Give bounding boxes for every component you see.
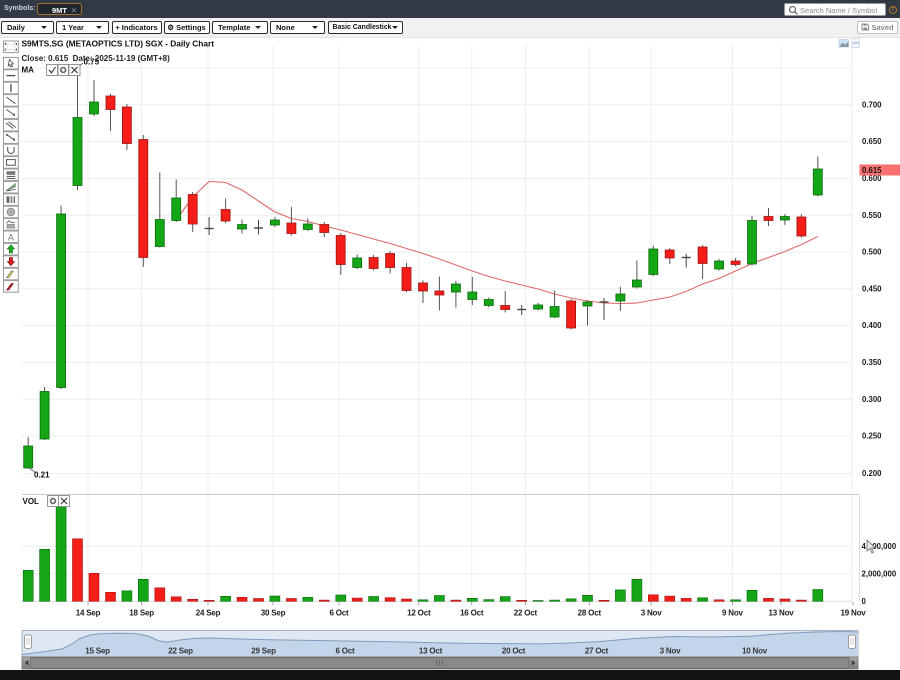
svg-text:16 Oct: 16 Oct <box>460 609 484 618</box>
svg-text:10 Nov: 10 Nov <box>742 647 768 656</box>
svg-text:0.200: 0.200 <box>862 469 882 478</box>
svg-text:0.650: 0.650 <box>862 137 882 146</box>
svg-text:0.615: 0.615 <box>862 166 882 175</box>
svg-text:14 Sep: 14 Sep <box>76 609 101 618</box>
svg-text:12 Oct: 12 Oct <box>407 609 431 618</box>
svg-text:22 Sep: 22 Sep <box>168 647 193 656</box>
svg-text:13 Nov: 13 Nov <box>768 609 794 618</box>
svg-text:29 Sep: 29 Sep <box>251 647 276 656</box>
svg-text:4,000,000: 4,000,000 <box>862 542 897 551</box>
svg-text:28 Oct: 28 Oct <box>578 609 602 618</box>
svg-text:0.600: 0.600 <box>862 174 882 183</box>
svg-text:0.350: 0.350 <box>862 358 882 367</box>
svg-text:0: 0 <box>862 597 867 606</box>
svg-text:30 Sep: 30 Sep <box>261 609 286 618</box>
svg-text:0.300: 0.300 <box>862 395 882 404</box>
svg-text:22 Oct: 22 Oct <box>514 609 538 618</box>
svg-text:2,000,000: 2,000,000 <box>862 570 897 579</box>
svg-text:0.250: 0.250 <box>862 432 882 441</box>
svg-text:VOL: VOL <box>23 497 40 506</box>
svg-text:18 Sep: 18 Sep <box>129 609 154 618</box>
svg-text:19 Nov: 19 Nov <box>840 609 866 618</box>
svg-text:24 Sep: 24 Sep <box>196 609 221 618</box>
svg-text:0.700: 0.700 <box>862 100 882 109</box>
svg-text:0.400: 0.400 <box>862 321 882 330</box>
svg-text:3 Nov: 3 Nov <box>641 609 663 618</box>
svg-text:15 Sep: 15 Sep <box>85 647 110 656</box>
svg-text:6 Oct: 6 Oct <box>335 647 355 656</box>
svg-text:MA: MA <box>22 66 35 75</box>
svg-text:0.75: 0.75 <box>84 58 100 67</box>
svg-text:0.450: 0.450 <box>862 284 882 293</box>
svg-text:13 Oct: 13 Oct <box>419 647 443 656</box>
svg-text:6 Oct: 6 Oct <box>329 609 349 618</box>
svg-text:3 Nov: 3 Nov <box>660 647 682 656</box>
svg-text:0.500: 0.500 <box>862 248 882 257</box>
svg-text:S9MTS.SG (METAOPTICS LTD) SGX: S9MTS.SG (METAOPTICS LTD) SGX - Daily Ch… <box>22 39 215 49</box>
svg-text:Close: 0.615 Date: 2025-11-19: Close: 0.615 Date: 2025-11-19 (GMT+8) <box>22 54 171 63</box>
svg-text:A: A <box>8 232 14 242</box>
svg-text:20 Oct: 20 Oct <box>502 647 526 656</box>
svg-text:9 Nov: 9 Nov <box>722 609 744 618</box>
svg-text:27 Oct: 27 Oct <box>585 647 609 656</box>
svg-text:0.21: 0.21 <box>34 471 50 480</box>
svg-text:0.550: 0.550 <box>862 211 882 220</box>
